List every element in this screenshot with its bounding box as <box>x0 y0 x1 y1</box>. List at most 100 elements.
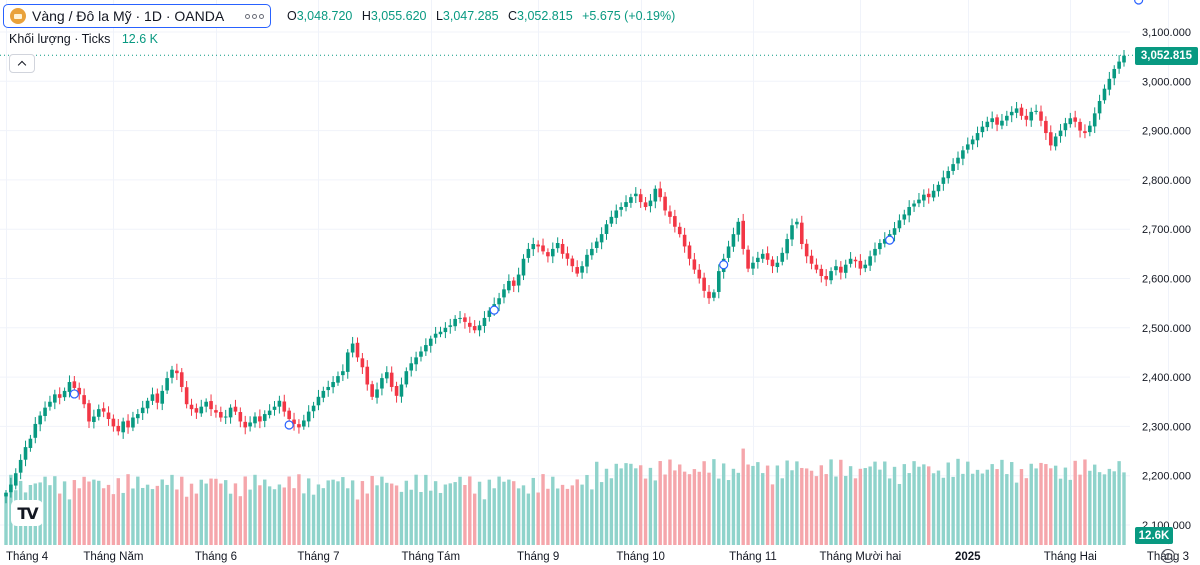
candle-body <box>433 333 438 338</box>
candle-body <box>33 423 38 438</box>
candle-body <box>175 370 179 374</box>
candle-body <box>873 248 877 256</box>
candle-body <box>101 408 106 412</box>
candle-body <box>707 291 711 299</box>
candle-body <box>302 420 306 427</box>
volume-bar <box>956 458 960 545</box>
volume-bar <box>761 473 765 545</box>
volume-bar <box>975 469 980 545</box>
candle-body <box>199 406 204 414</box>
volume-bar <box>721 463 726 545</box>
volume-bar <box>443 484 448 545</box>
candle-body <box>780 252 785 262</box>
volume-bar <box>1122 472 1126 545</box>
volume-bar <box>931 473 936 545</box>
candle-body <box>321 390 326 398</box>
volume-legend[interactable]: Khối lượng · Ticks 12.6 K <box>9 32 158 46</box>
candle-body <box>1063 123 1068 131</box>
volume-bar <box>863 468 867 545</box>
event-marker <box>1134 0 1144 5</box>
volume-bar <box>551 476 555 545</box>
event-marker <box>489 305 499 315</box>
candle-body <box>214 410 218 413</box>
volume-bar <box>512 481 516 545</box>
candle-body <box>741 220 745 249</box>
volume-bar <box>414 474 418 545</box>
candle-body <box>526 248 531 258</box>
tradingview-logo[interactable]: TV <box>11 500 43 526</box>
volume-bar <box>77 488 81 545</box>
candle-body <box>926 193 931 198</box>
volume-bar <box>404 480 409 545</box>
volume-bar <box>927 466 931 545</box>
candle-body <box>23 447 28 460</box>
candle-body <box>1000 120 1004 126</box>
candle-body <box>799 222 804 244</box>
volume-bar <box>350 480 355 545</box>
candle-body <box>487 310 492 317</box>
candle-body <box>633 193 638 197</box>
volume-bar <box>448 483 452 545</box>
volume-bar <box>878 469 882 545</box>
candle-body <box>516 274 521 286</box>
candle-body <box>458 317 462 319</box>
candle-body <box>1078 121 1082 131</box>
candle-body <box>126 420 130 428</box>
volume-bar <box>180 476 184 545</box>
candle-body <box>536 244 540 247</box>
y-tick-label: 2,600.000 <box>1142 274 1191 286</box>
x-tick-label: Tháng 4 <box>6 551 49 563</box>
candle-body <box>965 144 970 150</box>
volume-bar <box>297 474 301 545</box>
candle-body <box>428 338 433 346</box>
volume-title: Khối lượng · Ticks <box>9 32 111 46</box>
volume-bar <box>43 476 47 545</box>
candle-body <box>1034 110 1038 112</box>
volume-bar <box>155 485 160 545</box>
candle-body <box>712 292 716 298</box>
candle-body <box>941 177 946 184</box>
candle-body <box>258 416 262 422</box>
volume-bar <box>848 466 853 545</box>
symbol-selector[interactable]: Vàng / Đô la Mỹ · 1D · OANDA <box>3 4 271 28</box>
candle-body <box>96 409 101 417</box>
candle-body <box>140 407 145 414</box>
candle-body <box>550 248 555 257</box>
candle-body <box>731 234 736 247</box>
volume-bar <box>516 488 521 545</box>
candle-body <box>565 253 570 259</box>
collapse-legend-button[interactable] <box>9 54 35 73</box>
candle-body <box>497 298 501 305</box>
candle-body <box>653 188 658 202</box>
candle-body <box>668 211 672 217</box>
volume-bar <box>1000 459 1004 545</box>
volume-bar <box>311 494 316 545</box>
volume-bar <box>717 478 721 545</box>
volume-bar <box>336 481 340 545</box>
volume-bar <box>751 465 755 545</box>
volume-bar <box>1073 460 1077 545</box>
candle-body <box>223 416 228 418</box>
more-options-icon[interactable] <box>245 13 264 19</box>
volume-bar <box>189 483 194 545</box>
candle-body <box>38 415 42 425</box>
candle-body <box>262 414 267 421</box>
volume-bar <box>429 490 433 545</box>
y-tick-label: 2,400.000 <box>1142 372 1191 384</box>
volume-bar <box>702 461 706 545</box>
candle-body <box>438 331 443 335</box>
volume-bar <box>868 466 872 545</box>
candle-body <box>990 118 994 123</box>
volume-bar <box>682 471 687 545</box>
candle-body <box>687 245 692 259</box>
volume-bar <box>873 461 877 545</box>
volume-bar <box>433 481 438 545</box>
settings-icon[interactable] <box>1161 549 1175 563</box>
candle-body <box>624 202 628 207</box>
volume-bar <box>1029 463 1033 545</box>
candle-body <box>770 259 775 267</box>
volume-bar <box>858 468 863 545</box>
volume-bar <box>834 476 838 545</box>
volume-bar <box>809 470 814 545</box>
